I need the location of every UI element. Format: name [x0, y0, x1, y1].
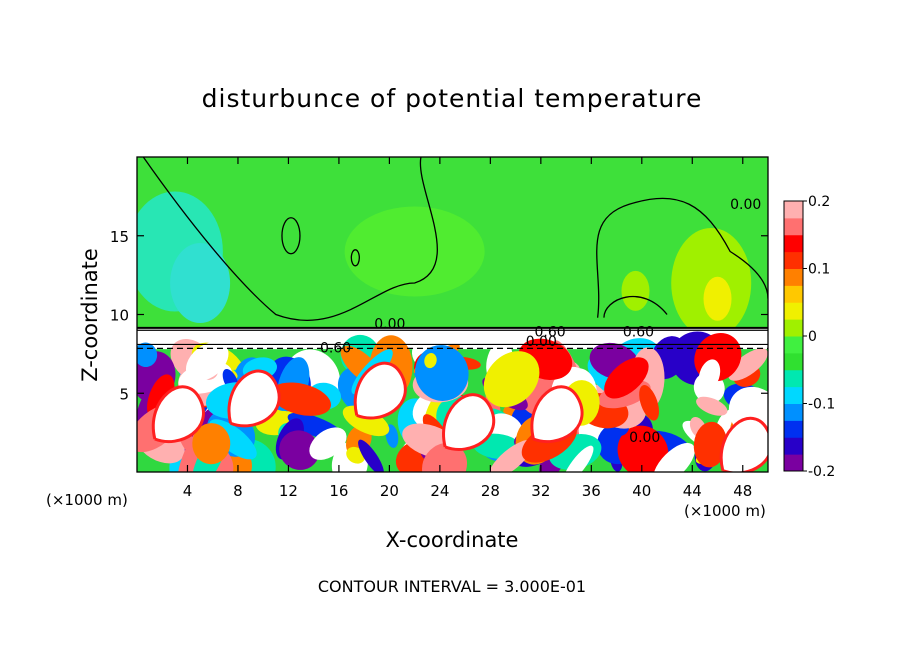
x-unit-right: (×1000 m)	[684, 502, 766, 520]
colorbar-swatch	[784, 201, 803, 219]
contour-label: 0.00	[526, 334, 557, 350]
turbulence-cell	[185, 341, 229, 381]
yellow-patch	[703, 276, 732, 321]
swirl-lobe	[227, 369, 281, 428]
colorbar-tick-label: 0	[808, 329, 817, 345]
colorbar-swatch	[784, 352, 803, 371]
contour-label: 0.60	[623, 325, 654, 341]
x-tick-label: 24	[430, 482, 449, 500]
contour-line	[142, 157, 438, 321]
contour-label: 0.60	[320, 340, 351, 356]
colorbar-swatch	[784, 234, 803, 253]
y-tick-label: 10	[110, 307, 129, 325]
y-axis-label: Z-coordinate	[78, 248, 102, 382]
x-tick-label: 48	[733, 482, 752, 500]
x-tick-label: 4	[183, 482, 193, 500]
contour-label: 0.00	[374, 317, 405, 333]
colorbar-swatch	[784, 437, 803, 455]
x-axis-label: X-coordinate	[385, 528, 519, 552]
x-tick-label: 28	[481, 482, 500, 500]
y-tick-label: 5	[119, 385, 129, 403]
x-tick-label: 32	[531, 482, 550, 500]
turbulence-cell	[698, 359, 721, 392]
x-tick-label: 8	[233, 482, 243, 500]
colorbar-swatch	[784, 319, 803, 337]
swirl-lobe	[353, 361, 407, 420]
contour-line	[281, 217, 301, 255]
turbulence-cell	[483, 351, 540, 408]
colorbar-swatch	[784, 268, 803, 286]
contour-line	[603, 296, 668, 318]
yellowgreen-patch	[621, 270, 650, 311]
cyan-patch	[170, 243, 231, 323]
field-layer: 0.000.000.000.000.600.600.60	[137, 157, 768, 472]
turbulence-cell	[728, 348, 768, 381]
x-tick-label: 44	[683, 482, 702, 500]
turbulence-cell	[696, 396, 728, 416]
colorbar-swatch	[784, 302, 803, 320]
turbulence-cell	[424, 352, 437, 369]
x-unit-left: (×1000 m)	[46, 491, 128, 509]
turbulence-cell	[358, 439, 384, 472]
colorbar-swatch	[784, 217, 803, 236]
contour-line	[350, 249, 360, 267]
turbulence-cell	[422, 442, 468, 472]
swirl-lobe	[442, 393, 496, 451]
x-tick-label: 36	[582, 482, 601, 500]
contour-line	[596, 197, 768, 318]
contour-interval-note: CONTOUR INTERVAL = 3.000E-01	[317, 577, 587, 596]
x-tick-label: 20	[380, 482, 399, 500]
colorbar-swatch	[784, 336, 803, 354]
colorbar-swatch	[784, 403, 803, 421]
turbulence-cell	[639, 385, 659, 421]
swirl-lobe	[151, 385, 205, 444]
x-tick-label: 40	[632, 482, 651, 500]
turbulence-cell	[270, 382, 331, 416]
y-tick-label: 15	[110, 228, 129, 246]
turbulence-cell	[604, 357, 649, 399]
colorbar-swatch	[784, 454, 803, 472]
x-tick-label: 16	[329, 482, 348, 500]
turbulence-cell	[617, 425, 669, 472]
turbulence-cell	[309, 427, 347, 460]
turbulence-cell	[693, 421, 727, 468]
turbulence-cell	[653, 442, 695, 472]
turbulence-cell	[279, 430, 320, 470]
contour-label: 0.00	[629, 430, 660, 446]
turbulence-cell	[192, 423, 231, 465]
turbulence-cell	[342, 405, 390, 437]
green-patch	[344, 206, 485, 297]
colorbar-swatch	[784, 386, 803, 404]
colorbar-swatch	[784, 420, 803, 438]
colorbar-tick-label: 0.1	[808, 262, 830, 278]
swirl-lobe	[530, 385, 584, 444]
chart-title: disturbunce of potential temperature	[201, 84, 703, 113]
colorbar-tick-label: -0.2	[808, 464, 835, 480]
colorbar-swatch	[784, 285, 803, 303]
x-tick-label: 12	[279, 482, 298, 500]
colorbar-tick-label: -0.1	[808, 397, 835, 413]
colorbar-swatch	[784, 369, 803, 388]
turbulence-cell	[563, 445, 594, 472]
contour-label: 0.00	[730, 197, 761, 213]
colorbar-tick-label: 0.2	[808, 194, 830, 210]
contour-label: 0.60	[535, 325, 566, 341]
colorbar-swatch	[784, 251, 803, 269]
